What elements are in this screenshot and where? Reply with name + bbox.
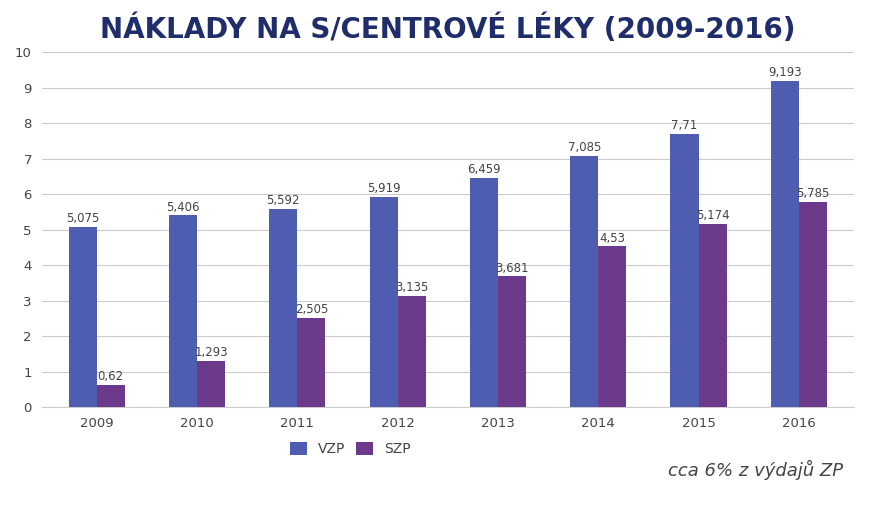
Text: 7,71: 7,71	[672, 119, 698, 132]
Text: 3,135: 3,135	[395, 281, 428, 294]
Text: cca 6% z výdajů ZP: cca 6% z výdajů ZP	[667, 460, 843, 480]
Text: 0,62: 0,62	[97, 370, 124, 383]
Text: 3,681: 3,681	[495, 262, 528, 275]
Bar	[771, 81, 799, 407]
Bar	[598, 246, 627, 407]
Bar	[570, 156, 598, 407]
Text: 5,592: 5,592	[267, 194, 300, 207]
Bar	[470, 178, 498, 407]
Bar	[269, 208, 297, 407]
Bar	[369, 197, 398, 407]
Text: 2,505: 2,505	[295, 303, 328, 316]
Text: 6,459: 6,459	[468, 163, 501, 176]
Bar	[96, 385, 125, 407]
Bar	[169, 215, 197, 407]
Bar	[699, 223, 726, 407]
Text: 5,919: 5,919	[367, 182, 401, 196]
Bar	[398, 296, 426, 407]
Text: 9,193: 9,193	[768, 66, 801, 79]
Text: 4,53: 4,53	[600, 232, 626, 245]
Bar	[69, 227, 96, 407]
Bar	[671, 134, 699, 407]
Text: 5,174: 5,174	[696, 209, 729, 222]
Text: 1,293: 1,293	[195, 346, 228, 359]
Bar	[799, 202, 827, 407]
Text: 5,075: 5,075	[66, 212, 99, 225]
Text: 5,406: 5,406	[166, 201, 200, 214]
Bar	[297, 318, 325, 407]
Legend: VZP, SZP: VZP, SZP	[290, 442, 411, 456]
Bar	[197, 361, 225, 407]
Text: 5,785: 5,785	[796, 187, 830, 200]
Title: NÁKLADY NA S/CENTROVÉ LÉKY (2009-2016): NÁKLADY NA S/CENTROVÉ LÉKY (2009-2016)	[100, 15, 795, 44]
Text: 7,085: 7,085	[567, 141, 600, 154]
Bar	[498, 277, 526, 407]
